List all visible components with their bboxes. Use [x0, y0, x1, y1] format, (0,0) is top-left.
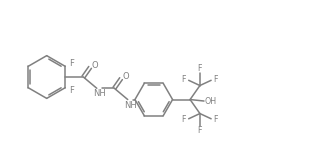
- Text: O: O: [91, 61, 98, 70]
- Text: NH: NH: [93, 89, 106, 98]
- Text: O: O: [122, 72, 129, 81]
- Text: F: F: [214, 75, 218, 84]
- Text: F: F: [182, 115, 186, 125]
- Text: OH: OH: [204, 97, 217, 106]
- Text: F: F: [69, 60, 74, 68]
- Text: F: F: [198, 65, 202, 73]
- Text: F: F: [214, 115, 218, 125]
- Text: F: F: [69, 86, 74, 95]
- Text: NH: NH: [124, 101, 137, 110]
- Text: F: F: [182, 75, 186, 84]
- Text: F: F: [198, 126, 202, 135]
